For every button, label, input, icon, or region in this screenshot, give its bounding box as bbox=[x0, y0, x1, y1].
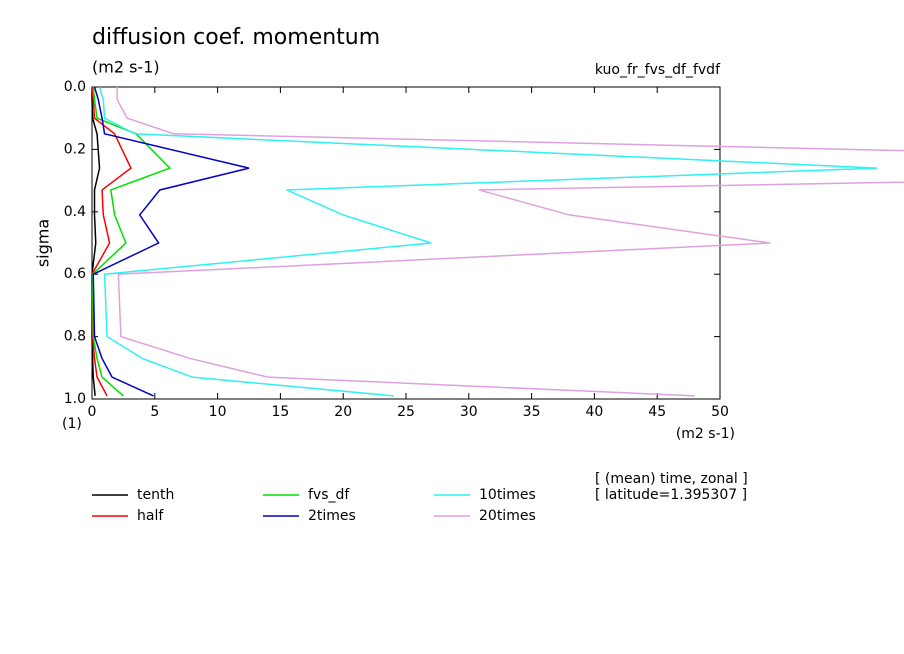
data-line bbox=[92, 86, 250, 397]
x-tick-label: 10 bbox=[209, 404, 227, 420]
annotation: [ latitude=1.395307 ] bbox=[595, 487, 747, 503]
x-tick-label: 40 bbox=[585, 404, 603, 420]
x-tick-label: 25 bbox=[397, 404, 415, 420]
data-line bbox=[91, 86, 132, 397]
y-tick-label: 0.0 bbox=[64, 79, 86, 95]
legend-label: fvs_df bbox=[308, 487, 350, 503]
data-line bbox=[91, 86, 172, 397]
x-tick-label: 45 bbox=[648, 404, 666, 420]
data-line bbox=[91, 87, 101, 396]
data-line bbox=[98, 86, 878, 397]
legend-label: 10times bbox=[479, 487, 536, 503]
y-tick-label: 0.8 bbox=[64, 329, 86, 345]
y-tick-label: 0.2 bbox=[64, 141, 86, 157]
chart-tag: kuo_fr_fvs_df_fvdf bbox=[595, 62, 721, 78]
x-axis-unit: (m2 s-1) bbox=[676, 426, 735, 442]
x-tick-label: 30 bbox=[460, 404, 478, 420]
chart-title: diffusion coef. momentum bbox=[92, 25, 380, 50]
annotation: [ (mean) time, zonal ] bbox=[595, 471, 748, 487]
x-tick-label: 0 bbox=[88, 404, 97, 420]
x-tick-label: 35 bbox=[523, 404, 541, 420]
y-axis-label: sigma bbox=[34, 219, 53, 267]
x-tick-label: 20 bbox=[334, 404, 352, 420]
y-tick-label: 0.4 bbox=[64, 204, 86, 220]
chart-subtitle: (m2 s-1) bbox=[92, 58, 160, 77]
y-tick-label: 1.0 bbox=[64, 391, 86, 407]
x-tick-label: 15 bbox=[271, 404, 289, 420]
y-axis-unit: (1) bbox=[62, 416, 82, 432]
legend-label: half bbox=[137, 508, 164, 524]
x-tick-label: 5 bbox=[150, 404, 159, 420]
y-tick-label: 0.6 bbox=[64, 266, 86, 282]
legend-label: tenth bbox=[137, 487, 174, 503]
legend-label: 2times bbox=[308, 508, 356, 524]
legend-label: 20times bbox=[479, 508, 536, 524]
x-tick-label: 50 bbox=[711, 404, 729, 420]
data-line bbox=[116, 87, 904, 397]
